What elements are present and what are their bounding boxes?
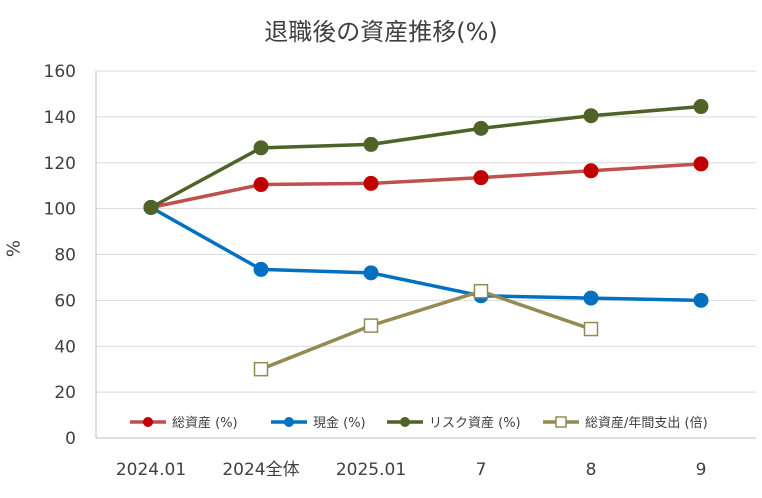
y-tick-label: 0: [65, 429, 76, 449]
x-tick-label: 2024.01: [116, 460, 186, 480]
series-line-segment: [369, 271, 483, 298]
series-line-segment: [369, 289, 483, 328]
legend-marker: [400, 417, 410, 427]
series-line-segment: [149, 182, 263, 210]
legend-marker: [143, 417, 153, 427]
y-tick-label: 40: [54, 337, 76, 357]
data-point: [363, 175, 379, 191]
data-point: [253, 177, 269, 193]
series-line-segment: [149, 146, 263, 210]
series-line-segment: [589, 162, 703, 173]
series-0: [143, 156, 709, 215]
legend-label: 総資産 (%): [172, 415, 238, 431]
y-tick-label: 60: [54, 291, 76, 311]
series-line-segment: [259, 267, 373, 275]
series-1: [143, 199, 709, 308]
data-point: [253, 261, 269, 277]
series-line-segment: [589, 104, 703, 118]
x-tick-label: 9: [696, 460, 707, 480]
y-tick-label: 20: [54, 383, 76, 403]
legend-entry-2: リスク資産 (%): [387, 415, 521, 431]
series-line-segment: [479, 289, 593, 331]
data-point: [253, 361, 269, 377]
series-line-segment: [149, 205, 263, 272]
series-2: [143, 99, 709, 215]
legend-entry-1: 現金 (%): [271, 415, 366, 431]
legend-label: 総資産/年間支出 (倍): [585, 415, 708, 431]
series-line-segment: [479, 169, 593, 180]
data-point: [693, 156, 709, 172]
x-tick-label: 2024全体: [222, 460, 299, 480]
y-tick-label: 120: [44, 154, 76, 174]
legend-label: リスク資産 (%): [429, 415, 521, 431]
legend-entry-3: 総資産/年間支出 (倍): [543, 415, 708, 431]
data-point: [253, 140, 269, 156]
series-3: [253, 283, 599, 377]
series-line-segment: [479, 113, 593, 131]
data-point: [583, 163, 599, 179]
data-point: [143, 199, 159, 215]
data-point: [363, 318, 379, 333]
series-line-segment: [369, 175, 483, 186]
data-point: [473, 120, 489, 136]
series-line-segment: [259, 323, 373, 371]
x-tick-label: 7: [476, 460, 487, 480]
series-line-segment: [369, 126, 483, 147]
series-line-segment: [259, 181, 373, 187]
data-point: [583, 108, 599, 124]
data-point: [473, 283, 489, 299]
data-point: [693, 99, 709, 115]
series-line-segment: [259, 142, 373, 150]
y-tick-label: 100: [44, 200, 76, 220]
x-tick-label: 2025.01: [336, 460, 406, 480]
y-tick-label: 140: [44, 108, 76, 128]
data-point: [693, 292, 709, 308]
data-point: [363, 136, 379, 152]
series-line-segment: [589, 296, 703, 303]
chart-title: 退職後の資産推移(%): [264, 18, 498, 46]
legend-marker: [284, 417, 294, 427]
data-point: [473, 170, 489, 186]
legend-label: 現金 (%): [313, 415, 366, 431]
legend-entry-0: 総資産 (%): [130, 415, 238, 431]
x-tick-label: 8: [586, 460, 597, 480]
data-point: [583, 321, 599, 337]
data-point: [363, 265, 379, 281]
data-point: [583, 290, 599, 306]
y-tick-label: 80: [54, 246, 76, 266]
y-tick-label: 160: [44, 62, 76, 82]
legend-marker: [555, 416, 567, 428]
